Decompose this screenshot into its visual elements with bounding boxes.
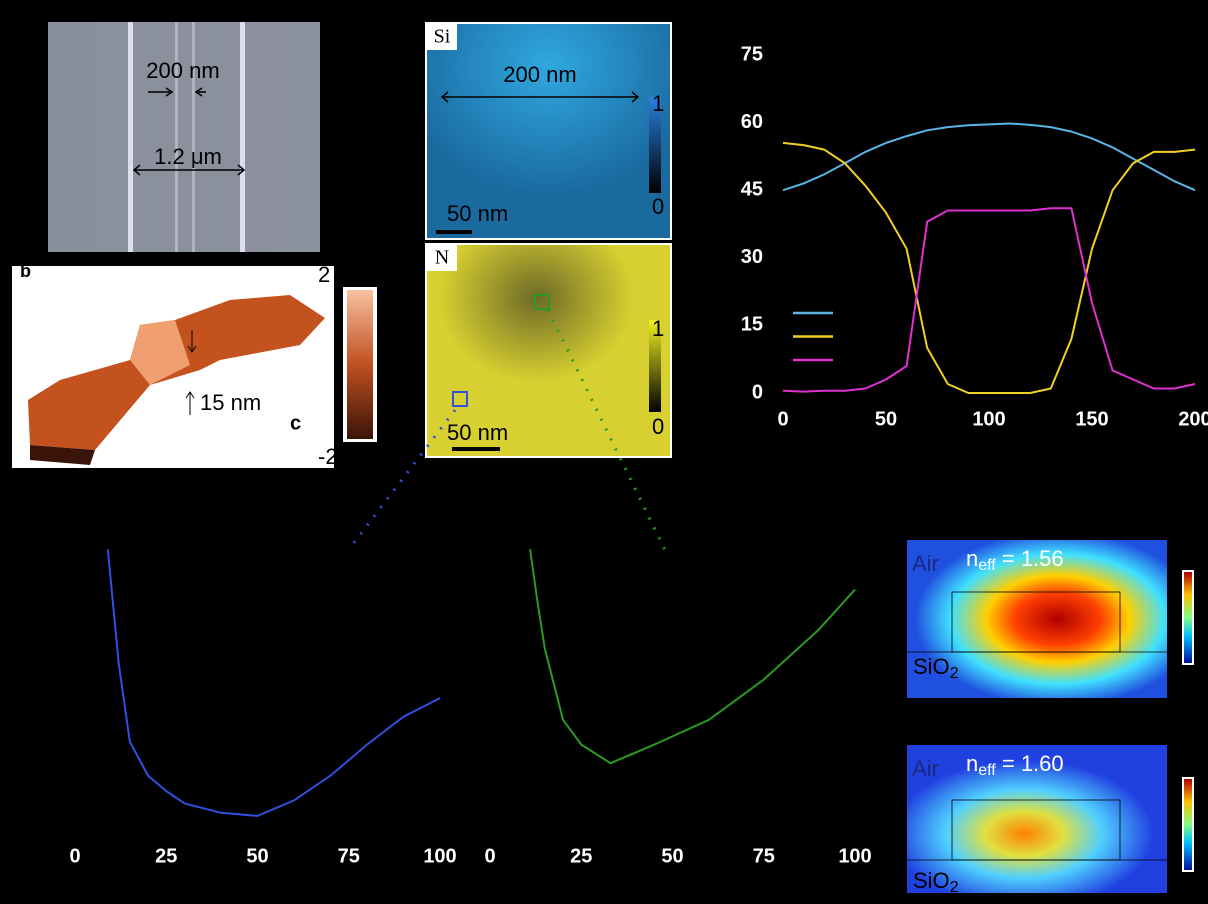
series-line [108,549,440,816]
x-tick-label: 100 [972,408,1005,430]
colorbar-tick-label: 1 [652,316,664,341]
afm-label: 15 nm [200,390,261,415]
panel-letter: b [20,261,31,281]
medium-label: Air [912,756,939,781]
element-label: N [435,247,449,269]
x-tick-label: 25 [570,845,592,867]
panel-letter: c [290,412,301,434]
sem-image [48,22,320,252]
y-tick-label: 15 [741,314,763,336]
y-tick-label: 75 [741,43,763,65]
y-tick-label: 60 [741,111,763,133]
x-tick-label: 75 [338,845,360,867]
ridge-edge [240,22,245,252]
scale-label: 50 nm [447,420,508,445]
gap-edge [175,22,178,252]
x-tick-label: 200 [1178,408,1208,430]
x-tick-label: 0 [777,408,788,430]
colorbar-tick-label: 0 [652,194,664,219]
medium-label: Air [912,551,939,576]
series-line [783,143,1195,393]
neff-symbol: n [966,546,978,571]
x-tick-label: 0 [69,845,80,867]
x-tick-label: 50 [246,845,268,867]
figure: 200 nm 1.2 μm b 15 nm c Si 200 nm 50 nm … [0,0,1208,899]
scale-bar [452,447,500,451]
y-tick-label: 0 [752,381,763,403]
sem-label: 1.2 μm [154,144,222,169]
sem-label: 200 nm [146,58,219,83]
neff-subscript: eff [978,557,996,574]
x-tick-label: 50 [661,845,683,867]
ridge-edge [128,22,133,252]
colorbar-tick-label: -2 [318,444,338,469]
series-line [783,124,1195,191]
x-tick-label: 0 [484,845,495,867]
y-tick-label: 30 [741,246,763,268]
y-tick-label: 45 [741,178,763,200]
medium-name: SiO [913,654,950,679]
x-tick-label: 25 [155,845,177,867]
colorbar-tick-label: 0 [652,414,664,439]
colorbar-tick-label: 1 [652,91,664,116]
x-tick-label: 75 [753,845,775,867]
x-tick-label: 50 [875,408,897,430]
scale-bar [436,230,472,234]
medium-name: SiO [913,868,950,893]
series-line [530,549,855,763]
neff-value: = 1.60 [996,751,1064,776]
x-tick-label: 150 [1075,408,1108,430]
colorbar-tick-label: 2 [318,262,330,287]
element-label: Si [434,26,451,48]
gap-edge [192,22,195,252]
neff-value: = 1.56 [996,546,1064,571]
colorbar [347,290,373,439]
neff-symbol: n [966,751,978,776]
map-label: 200 nm [503,62,576,87]
medium-subscript: 2 [950,665,959,682]
x-tick-label: 100 [838,845,871,867]
colorbar [1184,779,1192,870]
series-line [783,208,1195,391]
x-tick-label: 100 [423,845,456,867]
neff-subscript: eff [978,762,996,779]
scale-label: 50 nm [447,201,508,226]
colorbar [1184,572,1192,663]
medium-subscript: 2 [950,879,959,896]
